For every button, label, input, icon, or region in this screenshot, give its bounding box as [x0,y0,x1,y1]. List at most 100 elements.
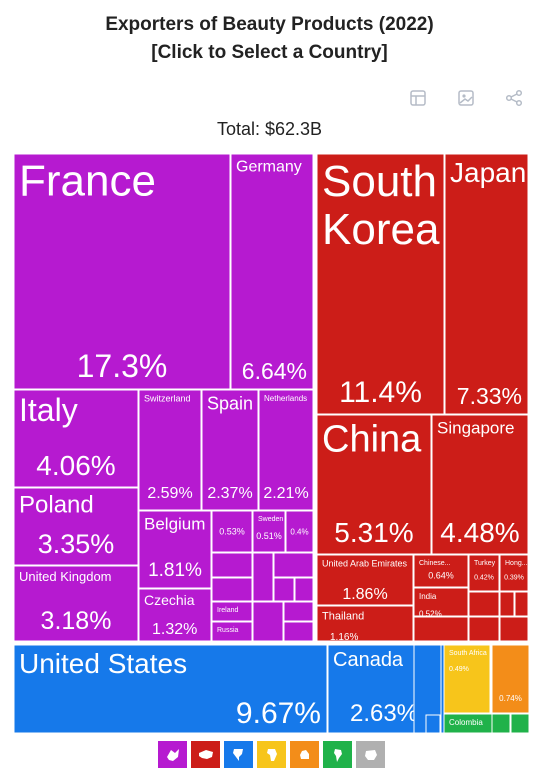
oceania-icon[interactable] [290,741,319,768]
tile-hong[interactable]: Hong... 0.39% [499,554,529,592]
tile-rect-india[interactable] [413,587,469,617]
south-america-icon[interactable] [323,741,352,768]
tile-value-united-states: 9.67% [236,697,321,730]
tile-turkey[interactable]: Turkey 0.42% [468,554,500,592]
minor-tile-4[interactable] [273,577,295,602]
tile-rect-spain[interactable] [201,389,259,511]
tile-rect-russia[interactable] [211,621,253,642]
tile-south-africa[interactable]: South Africa 0.49% [443,644,491,714]
tile-belgium[interactable]: Belgium 1.81% [138,510,212,589]
tile-poland[interactable]: Poland 3.35% [13,487,139,566]
minor-tile-5[interactable] [294,577,314,602]
minor-tile-8[interactable] [283,621,314,642]
tile-label-ireland: Ireland [217,607,239,614]
minor-tile-19[interactable] [510,713,530,734]
tile-rect-turkey[interactable] [468,554,500,592]
tile-rect-czechia[interactable] [138,588,212,642]
minor-tile-18[interactable] [491,713,511,734]
tile-japan[interactable]: Japan 7.33% [444,153,529,415]
tile-small-tile-8[interactable]: 0.53% [211,510,253,553]
tile-rect-small-tile-8[interactable] [211,510,253,553]
minor-tile-16[interactable] [440,644,445,734]
tile-rect-united-kingdom[interactable] [13,565,139,642]
tile-rect-united-states[interactable] [13,644,328,734]
tile-label-united-arab-emirates: United Arab Emirates [322,559,408,569]
chart-subtitle[interactable]: [Click to Select a Country] [151,42,388,63]
tile-value-south-africa: 0.49% [449,666,469,673]
tile-rect-switzerland[interactable] [138,389,202,511]
table-icon[interactable] [408,88,428,113]
minor-tile-17[interactable] [425,714,441,734]
tile-rect-small-tile-10[interactable] [285,510,314,553]
minor-tile-1[interactable] [211,577,253,602]
tile-value-canada: 2.63% [350,700,418,727]
minor-tile-3[interactable] [273,552,314,578]
tile-rect-united-arab-emirates[interactable] [316,554,414,606]
tile-china[interactable]: China 5.31% [316,414,432,555]
tile-italy[interactable]: Italy 4.06% [13,389,139,488]
tile-rect-south-korea[interactable] [316,153,445,415]
tile-label-united-kingdom: United Kingdom [19,569,112,584]
minor-tile-2[interactable] [252,552,274,602]
tile-germany[interactable]: Germany 6.64% [230,153,314,390]
tile-label-japan: Japan [450,157,526,188]
tile-label-italy: Italy [19,392,78,428]
africa-icon[interactable] [257,741,286,768]
total-value: Total: $62.3B [216,119,323,139]
tile-rect-poland[interactable] [13,487,139,566]
tile-rect-small-tile-28[interactable] [491,644,530,714]
tile-united-states[interactable]: United States 9.67% [13,644,328,734]
minor-tile-10[interactable] [499,591,515,617]
tile-singapore[interactable]: Singapore 4.48% [431,414,529,555]
tile-united-kingdom[interactable]: United Kingdom 3.18% [13,565,139,642]
tile-netherlands[interactable]: Netherlands 2.21% [258,389,314,511]
tile-rect-thailand[interactable] [316,605,414,642]
other-icon[interactable] [356,741,385,768]
tile-switzerland[interactable]: Switzerland 2.59% [138,389,202,511]
share-icon[interactable] [504,88,524,113]
minor-tile-11[interactable] [514,591,529,617]
europe-icon[interactable] [158,741,187,768]
tile-russia[interactable]: Russia [211,621,253,642]
minor-tile-0[interactable] [211,552,253,578]
tile-label-spain: Spain [207,393,253,413]
tile-rect-netherlands[interactable] [258,389,314,511]
tile-rect-ireland[interactable] [211,601,253,622]
tile-rect-hong[interactable] [499,554,529,592]
minor-tile-13[interactable] [468,616,500,642]
tile-thailand[interactable]: Thailand 1.16% [316,605,414,643]
tile-france[interactable]: France 17.3% [13,153,231,390]
minor-tile-6[interactable] [252,601,284,642]
minor-tile-12[interactable] [413,616,469,642]
north-america-icon[interactable] [224,741,253,768]
tile-label-united-states: United States [19,648,187,679]
image-icon[interactable] [456,88,476,113]
chart-title: Exporters of Beauty Products (2022) [105,14,434,35]
tile-label-germany: Germany [236,159,302,176]
tile-sweden[interactable]: Sweden 0.51% [252,510,286,553]
minor-tile-9[interactable] [468,591,500,617]
tile-spain[interactable]: Spain 2.37% [201,389,259,511]
tile-rect-france[interactable] [13,153,231,390]
tile-united-arab-emirates[interactable]: United Arab Emirates 1.86% [316,554,414,606]
tile-rect-china[interactable] [316,414,432,555]
tile-rect-singapore[interactable] [431,414,529,555]
minor-tile-7[interactable] [283,601,314,622]
tile-rect-chinese[interactable] [413,554,469,588]
minor-tile-14[interactable] [499,616,529,642]
tile-rect-italy[interactable] [13,389,139,488]
tile-value-france: 17.3% [77,348,168,384]
tile-chinese[interactable]: Chinese... 0.64% [413,554,469,588]
tile-czechia[interactable]: Czechia 1.32% [138,588,212,642]
tile-small-tile-10[interactable]: 0.4% [285,510,314,553]
tile-ireland[interactable]: Ireland [211,601,253,622]
tile-rect-japan[interactable] [444,153,529,415]
tile-rect-belgium[interactable] [138,510,212,589]
tile-india[interactable]: India 0.52% [413,587,469,618]
tile-rect-germany[interactable] [230,153,314,390]
asia-icon[interactable] [191,741,220,768]
tile-small-tile-28[interactable]: 0.74% [491,644,530,714]
tile-rect-sweden[interactable] [252,510,286,553]
